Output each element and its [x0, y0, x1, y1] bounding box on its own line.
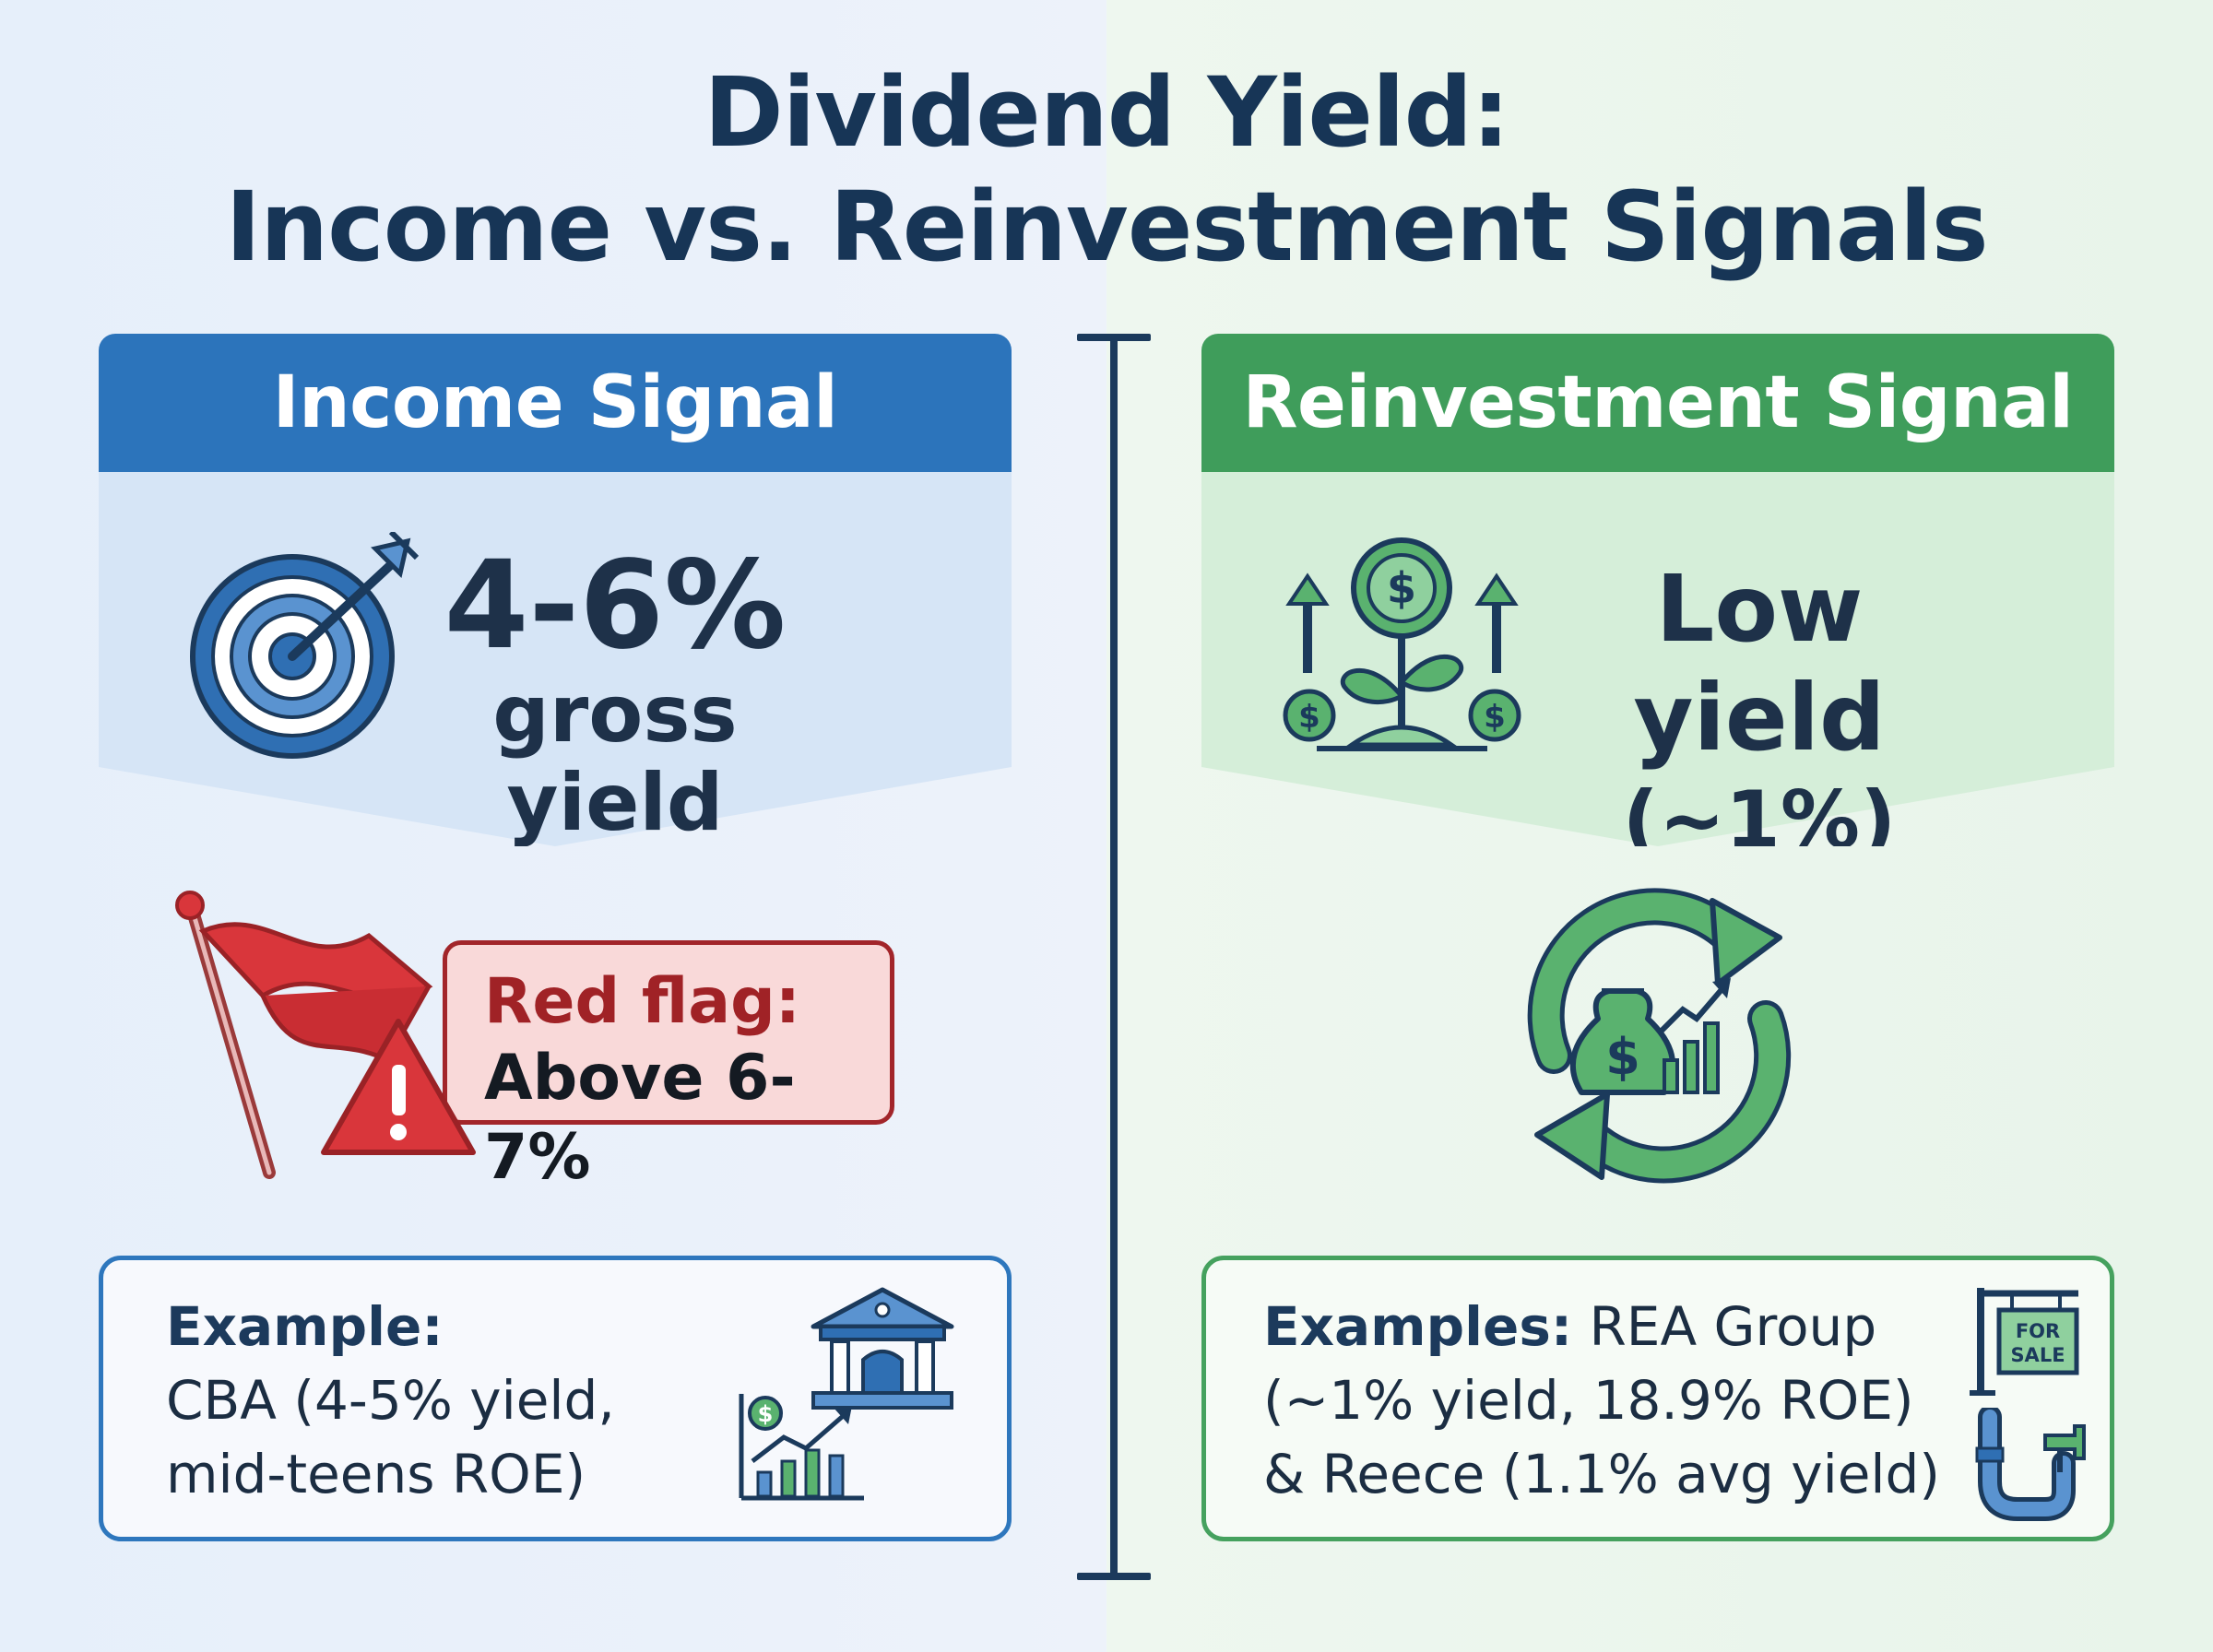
income-example-label: Example:	[166, 1295, 444, 1358]
svg-text:$: $	[1298, 699, 1320, 736]
reinvestment-example-line-2: (~1% yield, 18.9% ROE)	[1263, 1369, 1914, 1432]
income-signal-header: Income Signal	[272, 361, 838, 444]
title-line-2: Income vs. Reinvestment Signals	[225, 171, 1988, 283]
title-line-1: Dividend Yield:	[704, 56, 1509, 169]
income-example-text: Example: CBA (4-5% yield, mid-teens ROE)	[166, 1290, 615, 1511]
for-sale-text-2: SALE	[2010, 1344, 2065, 1366]
for-sale-text-1: FOR	[2016, 1320, 2060, 1342]
bank-building-icon	[811, 1287, 954, 1410]
divider-cap-top	[1077, 334, 1151, 341]
money-plant-growth-icon: $ $ $	[1283, 537, 1521, 751]
svg-text:$: $	[1605, 1028, 1640, 1086]
plumbing-pipe-icon	[1975, 1408, 2086, 1521]
reinvestment-yield-value: Low yield (~1%)	[1533, 555, 1985, 846]
warning-triangle-icon	[321, 1019, 476, 1155]
red-flag-value: Above 6-7%	[484, 1042, 796, 1194]
divider-cap-bottom	[1077, 1573, 1151, 1580]
reinvestment-signal-header: Reinvestment Signal	[1242, 361, 2074, 444]
income-example-line-1: CBA (4-5% yield,	[166, 1369, 615, 1432]
svg-text:$: $	[1387, 563, 1416, 613]
income-example-box: Example: CBA (4-5% yield, mid-teens ROE)…	[99, 1256, 1012, 1541]
income-yield-main: 4-6%	[444, 535, 787, 677]
income-yield-sub: gross yield	[492, 668, 738, 846]
center-divider	[1110, 337, 1118, 1578]
growth-chart-icon: $	[739, 1394, 864, 1501]
reinvestment-example-company-1: REA Group	[1572, 1295, 1877, 1358]
red-flag-box: Red flag: Above 6-7%	[443, 940, 894, 1194]
reinvestment-example-label: Examples:	[1263, 1295, 1573, 1358]
income-yield-value: 4-6% gross yield	[403, 541, 827, 846]
red-flag-label: Red flag:	[484, 965, 800, 1038]
income-signal-panel: Income Signal 4-6% gross yield	[99, 334, 1012, 846]
svg-text:$: $	[1484, 699, 1506, 736]
reinvestment-signal-panel: Reinvestment Signal $ $ $ Low yield (~1%…	[1201, 334, 2114, 846]
reinvestment-yield-main: Low yield	[1633, 555, 1886, 772]
svg-text:$: $	[758, 1401, 774, 1427]
income-example-line-2: mid-teens ROE)	[166, 1443, 586, 1505]
for-sale-sign-icon: FOR SALE	[1970, 1288, 2079, 1396]
red-flag-callout: Red flag: Above 6-7%	[166, 885, 959, 1194]
red-flag-icon	[175, 891, 433, 1179]
target-arrow-icon	[190, 532, 420, 759]
reinvestment-yield-sub: (~1%)	[1622, 774, 1897, 846]
reinvestment-example-line-1: Examples: REA Group	[1263, 1290, 1940, 1363]
reinvestment-example-text: Examples: REA Group (~1% yield, 18.9% RO…	[1263, 1290, 1940, 1511]
reinvestment-example-line-3: & Reece (1.1% avg yield)	[1263, 1443, 1940, 1505]
reinvest-cycle-icon: $	[1527, 888, 1792, 1184]
page-title: Dividend Yield: Income vs. Reinvestment …	[0, 55, 2213, 284]
reinvestment-example-box: Examples: REA Group (~1% yield, 18.9% RO…	[1201, 1256, 2114, 1541]
